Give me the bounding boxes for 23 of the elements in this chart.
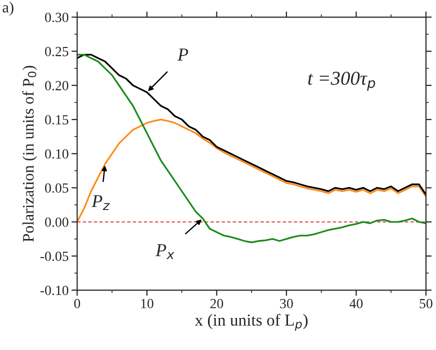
- text: a): [2, 2, 14, 16]
- y-tick-label: 0.10: [45, 149, 68, 159]
- x-tick-label: 40: [350, 298, 363, 308]
- y-tick-label: 0.30: [45, 12, 68, 22]
- x-axis-title: x (in units of L$_{p}$): [194, 314, 308, 331]
- y-tick-label: 0.00: [45, 217, 68, 227]
- x-tick-label: 20: [210, 298, 224, 308]
- annotation: P$_{z}$: [92, 195, 110, 210]
- y-tick-label: 0.25: [45, 46, 68, 56]
- annotation: P: [177, 48, 188, 60]
- y-tick-label: 0.15: [45, 115, 68, 125]
- annotation: t =300τ$_{p}$: [308, 72, 376, 91]
- y-tick-label: -0.05: [40, 252, 68, 262]
- y-tick-label: 0.20: [45, 80, 68, 90]
- annotation: P$_{x}$: [155, 244, 174, 260]
- y-axis-title: Polarization (in units of P$_{0}$): [22, 66, 37, 242]
- x-tick-label: 0: [74, 298, 80, 308]
- y-tick-label: 0.05: [45, 183, 68, 193]
- x-tick-label: 10: [141, 298, 154, 308]
- x-tick-label: 50: [420, 298, 432, 308]
- x-tick-label: 30: [280, 298, 293, 308]
- line-series: [77, 118, 426, 223]
- y-tick-label: -0.10: [40, 286, 68, 296]
